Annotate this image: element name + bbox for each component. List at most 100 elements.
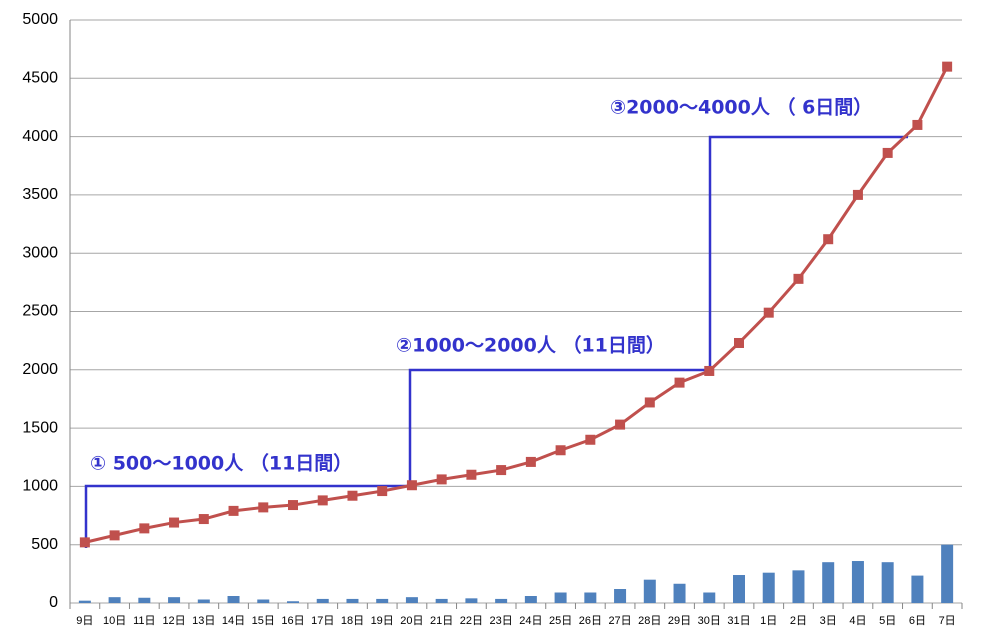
bar	[643, 579, 656, 603]
x-tick-label: 12日	[162, 615, 185, 627]
annotation: ②1000〜2000人 （11日間）	[396, 334, 665, 357]
x-tick-label: 14日	[222, 615, 245, 627]
y-tick-label: 4000	[22, 128, 58, 145]
bar	[227, 596, 240, 603]
x-tick-label: 6日	[909, 615, 926, 627]
y-tick-label: 500	[31, 536, 58, 553]
bar	[405, 597, 418, 603]
bar	[78, 600, 91, 603]
marker	[139, 523, 150, 534]
x-tick-label: 20日	[400, 615, 423, 627]
bar	[673, 583, 686, 603]
bar	[197, 599, 210, 603]
bar	[168, 597, 181, 603]
marker	[228, 505, 239, 516]
x-tick-label: 9日	[76, 615, 93, 627]
x-tick-label: 19日	[371, 615, 394, 627]
y-tick-label: 2000	[22, 361, 58, 378]
line-series	[79, 61, 953, 548]
bar	[524, 596, 537, 603]
marker	[347, 490, 358, 501]
bar	[703, 592, 716, 603]
y-tick-label: 1000	[22, 478, 58, 495]
marker	[496, 465, 507, 476]
x-tick-label: 15日	[252, 615, 275, 627]
marker	[198, 514, 209, 525]
x-tick-label: 5日	[879, 615, 896, 627]
x-tick-label: 26日	[579, 615, 602, 627]
grid: 0 500 1000 1500 2000 2500 3000 3500 4000 4500 5000…	[22, 11, 963, 627]
marker	[942, 61, 953, 72]
bar	[465, 598, 478, 603]
x-tick-label: 17日	[311, 615, 334, 627]
marker	[615, 419, 626, 430]
marker	[258, 502, 269, 513]
marker	[882, 147, 893, 158]
marker	[793, 273, 804, 284]
x-tick-label: 29日	[668, 615, 691, 627]
marker	[823, 234, 834, 245]
marker	[912, 119, 923, 130]
bar	[584, 592, 597, 603]
x-tick-label: 27日	[608, 615, 631, 627]
x-tick-label: 18日	[341, 615, 364, 627]
x-tick-label: 28日	[638, 615, 661, 627]
marker	[674, 377, 685, 388]
x-tick-label: 22日	[460, 615, 483, 627]
x-tick-label: 7日	[939, 615, 956, 627]
bar	[108, 597, 121, 603]
x-tick-label: 30日	[698, 615, 721, 627]
x-tick-label: 21日	[430, 615, 453, 627]
marker	[406, 480, 417, 491]
marker	[852, 189, 863, 200]
marker	[763, 307, 774, 318]
marker	[288, 500, 298, 511]
bar	[851, 561, 864, 603]
x-tick-label: 13日	[192, 615, 215, 627]
bar	[287, 601, 299, 603]
marker	[555, 445, 566, 456]
x-tick-label: 24日	[519, 615, 542, 627]
annotation: ① 500〜1000人 （11日間）	[90, 452, 352, 475]
bar	[792, 570, 805, 603]
x-tick-label: 2日	[790, 615, 807, 627]
x-tick-label: 11日	[133, 615, 155, 627]
bar	[435, 598, 448, 603]
x-tick-label: 23日	[490, 615, 513, 627]
x-tick-label: 4日	[849, 615, 866, 627]
x-tick-label: 31日	[727, 615, 750, 627]
marker	[525, 456, 536, 467]
bar	[554, 592, 567, 603]
marker	[644, 397, 655, 408]
y-tick-label: 3000	[22, 244, 58, 261]
y-tick-label: 2500	[22, 303, 58, 320]
marker	[79, 537, 90, 548]
y-tick-label: 0	[49, 594, 58, 611]
bar	[346, 598, 359, 603]
marker	[734, 337, 744, 348]
y-tick-label: 1500	[22, 419, 58, 436]
marker	[317, 495, 328, 506]
marker	[585, 434, 596, 445]
y-tick-label: 3500	[22, 186, 58, 203]
bar	[941, 544, 954, 603]
bar	[257, 599, 270, 603]
bar	[881, 562, 894, 603]
marker	[466, 469, 477, 480]
bar	[822, 562, 835, 603]
marker	[169, 517, 180, 528]
bar	[911, 575, 924, 603]
marker	[109, 530, 120, 541]
marker	[377, 486, 388, 497]
x-tick-label: 25日	[549, 615, 572, 627]
bar	[316, 598, 329, 603]
bar	[614, 589, 627, 603]
bar	[376, 598, 389, 603]
bar	[762, 572, 775, 603]
x-tick-label: 10日	[103, 615, 126, 627]
y-tick-label: 4500	[22, 70, 58, 87]
marker	[704, 365, 715, 376]
bar	[495, 598, 508, 603]
